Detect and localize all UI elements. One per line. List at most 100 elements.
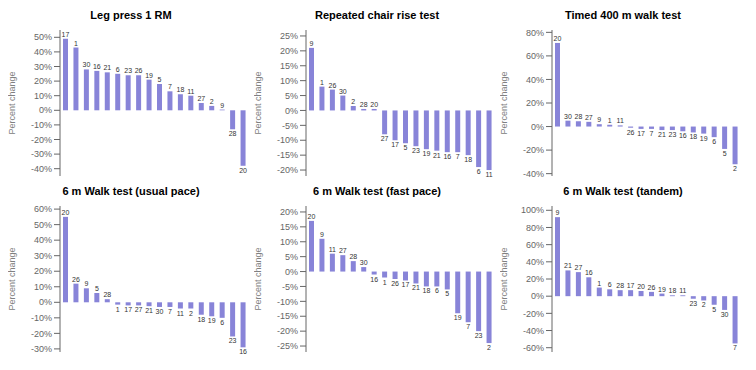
svg-text:19: 19 — [208, 317, 216, 324]
svg-text:5: 5 — [723, 150, 727, 157]
svg-text:5%: 5% — [285, 252, 298, 262]
svg-text:11: 11 — [177, 310, 184, 317]
svg-text:28: 28 — [349, 253, 357, 260]
svg-text:-40%: -40% — [31, 164, 52, 174]
svg-text:20: 20 — [308, 213, 316, 220]
svg-text:19: 19 — [422, 150, 430, 157]
svg-text:21: 21 — [433, 152, 441, 159]
svg-text:-20%: -20% — [277, 326, 298, 336]
svg-text:17: 17 — [124, 306, 132, 313]
svg-text:-5%: -5% — [282, 121, 298, 131]
svg-text:11: 11 — [187, 88, 194, 95]
svg-text:17: 17 — [637, 130, 645, 137]
svg-text:7: 7 — [466, 323, 470, 330]
svg-text:5%: 5% — [285, 91, 298, 101]
svg-text:2: 2 — [189, 310, 193, 317]
svg-text:25%: 25% — [280, 31, 298, 41]
svg-text:1: 1 — [608, 117, 612, 124]
svg-text:2: 2 — [351, 98, 355, 105]
svg-text:-10%: -10% — [277, 135, 298, 145]
svg-text:9: 9 — [320, 231, 324, 238]
svg-text:16: 16 — [93, 63, 101, 70]
svg-text:1: 1 — [74, 40, 78, 47]
svg-text:Percent change: Percent change — [254, 71, 263, 134]
svg-text:11: 11 — [485, 171, 492, 178]
svg-text:26: 26 — [135, 67, 143, 74]
svg-text:20%: 20% — [34, 76, 52, 86]
svg-text:10%: 10% — [34, 91, 52, 101]
svg-text:16: 16 — [370, 276, 378, 283]
svg-text:6: 6 — [477, 168, 481, 175]
svg-text:17: 17 — [62, 31, 70, 38]
svg-text:80%: 80% — [526, 223, 544, 233]
svg-text:7: 7 — [650, 130, 654, 137]
svg-text:Percent change: Percent change — [8, 71, 17, 134]
svg-text:Percent change: Percent change — [500, 71, 509, 134]
svg-text:30: 30 — [564, 113, 572, 120]
svg-text:28: 28 — [574, 113, 582, 120]
svg-text:-15%: -15% — [277, 311, 298, 321]
svg-text:-15%: -15% — [277, 150, 298, 160]
svg-text:9: 9 — [597, 116, 601, 123]
svg-text:10%: 10% — [280, 237, 298, 247]
svg-text:21: 21 — [103, 64, 111, 71]
svg-text:5: 5 — [158, 76, 162, 83]
svg-text:11: 11 — [329, 246, 336, 253]
svg-text:23: 23 — [689, 300, 697, 307]
svg-text:5: 5 — [404, 144, 408, 151]
svg-text:7: 7 — [168, 308, 172, 315]
svg-text:15%: 15% — [280, 61, 298, 71]
svg-text:6: 6 — [608, 281, 612, 288]
svg-text:5: 5 — [712, 306, 716, 313]
svg-text:26: 26 — [72, 276, 80, 283]
svg-text:0%: 0% — [531, 122, 544, 132]
svg-text:2: 2 — [733, 165, 737, 172]
svg-text:20: 20 — [239, 167, 247, 174]
svg-text:9: 9 — [220, 102, 224, 109]
svg-text:-20%: -20% — [277, 165, 298, 175]
svg-text:26: 26 — [648, 284, 656, 291]
svg-text:2: 2 — [702, 301, 706, 308]
svg-text:1: 1 — [320, 79, 324, 86]
svg-text:40%: 40% — [34, 235, 52, 245]
svg-text:20: 20 — [370, 101, 378, 108]
svg-text:-20%: -20% — [523, 309, 544, 319]
svg-text:0%: 0% — [285, 106, 298, 116]
svg-text:20: 20 — [637, 283, 645, 290]
svg-text:-20%: -20% — [31, 135, 52, 145]
svg-text:11: 11 — [679, 287, 686, 294]
svg-text:16: 16 — [443, 153, 451, 160]
svg-text:1: 1 — [116, 306, 120, 313]
svg-text:20%: 20% — [280, 207, 298, 217]
svg-text:30: 30 — [156, 308, 164, 315]
svg-text:26: 26 — [391, 280, 399, 287]
svg-text:21: 21 — [564, 262, 572, 269]
svg-text:0%: 0% — [39, 297, 52, 307]
svg-text:-40%: -40% — [523, 169, 544, 179]
svg-text:Percent change: Percent change — [254, 247, 263, 310]
svg-text:60%: 60% — [34, 204, 52, 214]
svg-text:60%: 60% — [526, 51, 544, 61]
svg-text:17: 17 — [391, 141, 399, 148]
svg-text:19: 19 — [658, 286, 666, 293]
svg-text:60%: 60% — [526, 240, 544, 250]
svg-text:0%: 0% — [39, 105, 52, 115]
svg-text:18: 18 — [176, 86, 184, 93]
svg-text:5: 5 — [445, 290, 449, 297]
svg-text:7: 7 — [456, 153, 460, 160]
svg-text:21: 21 — [658, 131, 666, 138]
svg-text:30: 30 — [339, 88, 347, 95]
svg-text:9: 9 — [556, 209, 560, 216]
svg-text:7: 7 — [168, 83, 172, 90]
svg-text:20%: 20% — [526, 98, 544, 108]
svg-text:23: 23 — [229, 337, 237, 344]
svg-text:17: 17 — [402, 281, 410, 288]
svg-text:30%: 30% — [34, 251, 52, 261]
svg-text:6: 6 — [116, 66, 120, 73]
svg-text:18: 18 — [197, 316, 205, 323]
svg-text:18: 18 — [668, 287, 676, 294]
svg-text:17: 17 — [627, 282, 635, 289]
svg-text:7: 7 — [733, 344, 737, 351]
svg-text:27: 27 — [585, 114, 593, 121]
svg-text:50%: 50% — [34, 32, 52, 42]
